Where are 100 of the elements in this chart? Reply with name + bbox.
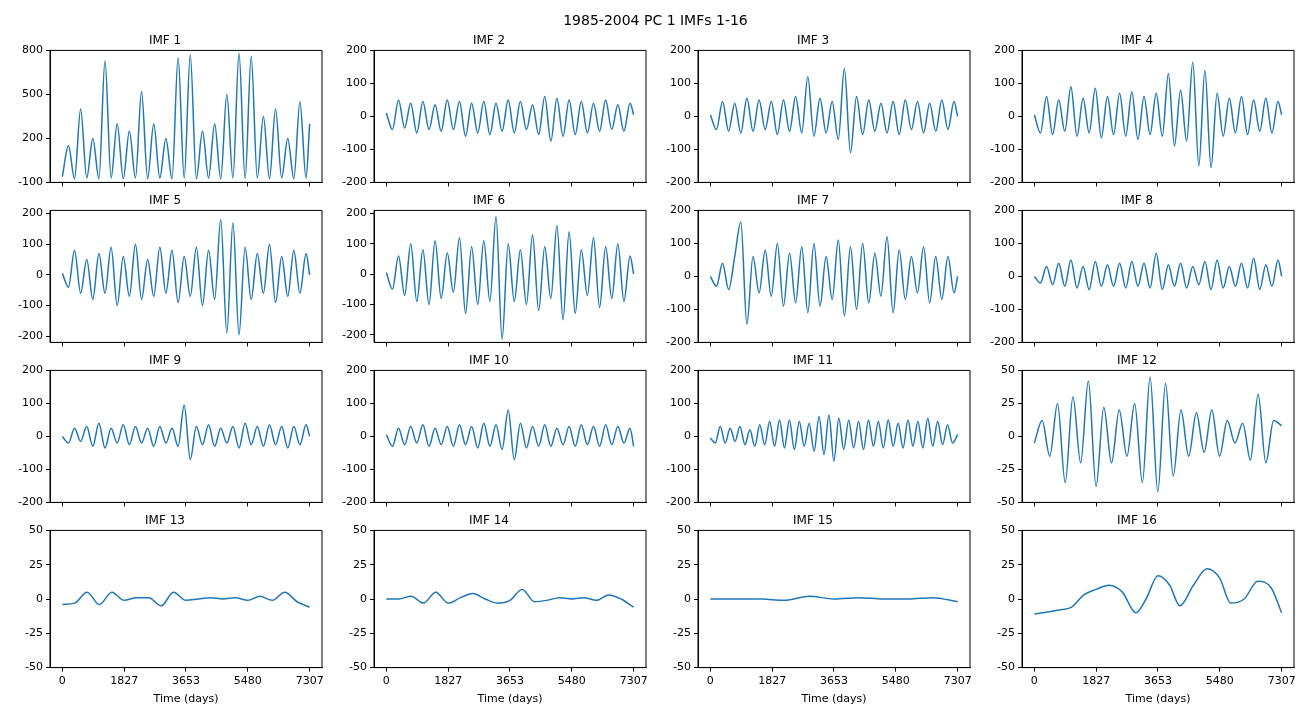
y-tick-label: 200 xyxy=(670,43,691,57)
chart-title: IMF 15 xyxy=(793,513,833,528)
x-tick-label: 1827 xyxy=(110,674,139,688)
y-tick-label: 200 xyxy=(22,363,43,377)
x-tick-label: 3653 xyxy=(495,674,524,688)
x-axis-title: Time (days) xyxy=(152,692,219,706)
y-tick-label: 25 xyxy=(1001,557,1015,571)
chart-title: IMF 9 xyxy=(148,353,182,368)
y-tick-label: -100 xyxy=(666,302,691,316)
y-tick-label: 100 xyxy=(994,236,1015,250)
chart-title: IMF 4 xyxy=(1120,33,1154,48)
y-tick-label: 100 xyxy=(346,396,367,410)
y-tick-label: -50 xyxy=(673,660,691,674)
y-tick-label: -200 xyxy=(990,335,1015,349)
chart-title: IMF 2 xyxy=(472,33,506,48)
x-tick-label: 0 xyxy=(58,674,66,688)
y-tick-label: -50 xyxy=(25,660,43,674)
x-tick-label: 5480 xyxy=(1205,674,1234,688)
y-tick-label: 100 xyxy=(346,236,367,250)
chart-title: IMF 5 xyxy=(148,193,182,208)
line-series xyxy=(1033,568,1283,615)
line-series xyxy=(1033,61,1283,169)
y-tick-label: -50 xyxy=(997,660,1015,674)
line-series xyxy=(709,414,959,462)
x-tick-label: 3653 xyxy=(171,674,200,688)
y-tick-label: 800 xyxy=(22,43,43,57)
y-tick-label: -50 xyxy=(997,495,1015,509)
line-series xyxy=(385,588,635,608)
y-tick-label: 0 xyxy=(684,591,691,605)
y-tick-label: -100 xyxy=(18,175,43,189)
y-tick-label: 100 xyxy=(22,237,43,251)
y-tick-label: -200 xyxy=(666,335,691,349)
y-tick-label: 100 xyxy=(22,396,43,410)
y-tick-label: 100 xyxy=(346,76,367,90)
y-tick-label: -200 xyxy=(18,495,43,509)
y-tick-label: 200 xyxy=(22,131,43,145)
y-tick-label: -25 xyxy=(25,626,43,640)
line-series xyxy=(61,218,311,336)
x-tick-label: 7307 xyxy=(295,674,324,688)
y-tick-label: 200 xyxy=(994,203,1015,217)
x-tick-label: 5480 xyxy=(881,674,910,688)
line-series xyxy=(61,404,311,461)
y-tick-label: -200 xyxy=(342,175,367,189)
y-tick-label: -200 xyxy=(666,495,691,509)
x-tick-label: 1827 xyxy=(434,674,463,688)
y-tick-label: -200 xyxy=(990,175,1015,189)
x-tick-label: 7307 xyxy=(1267,674,1296,688)
y-tick-label: 50 xyxy=(1001,523,1015,537)
y-tick-label: -100 xyxy=(990,142,1015,156)
y-tick-label: -200 xyxy=(342,327,367,341)
y-tick-label: 0 xyxy=(360,109,367,123)
line-series xyxy=(385,215,635,341)
y-tick-label: -100 xyxy=(18,298,43,312)
text: 1985-2004 PC 1 IMFs 1-16 xyxy=(562,11,749,30)
y-tick-label: 50 xyxy=(29,523,43,537)
y-tick-label: 200 xyxy=(346,43,367,57)
y-tick-label: 0 xyxy=(684,269,691,283)
x-tick-label: 1827 xyxy=(1082,674,1111,688)
y-tick-label: 0 xyxy=(360,591,367,605)
y-tick-label: 0 xyxy=(360,429,367,443)
x-axis-title: Time (days) xyxy=(1124,692,1191,706)
y-tick-label: 0 xyxy=(684,429,691,443)
chart-title: IMF 13 xyxy=(145,513,185,528)
chart-title: IMF 11 xyxy=(793,353,833,368)
line-series xyxy=(385,95,635,142)
y-tick-label: -25 xyxy=(349,626,367,640)
x-tick-label: 0 xyxy=(706,674,714,688)
y-tick-label: 0 xyxy=(684,109,691,123)
y-tick-label: 50 xyxy=(677,523,691,537)
x-tick-label: 0 xyxy=(382,674,390,688)
y-tick-label: 0 xyxy=(1008,109,1015,123)
y-tick-label: -100 xyxy=(342,297,367,311)
y-tick-label: 0 xyxy=(36,267,43,281)
x-tick-label: 3653 xyxy=(819,674,848,688)
chart-title: IMF 12 xyxy=(1117,353,1157,368)
y-tick-label: -100 xyxy=(18,462,43,476)
chart-title: IMF 8 xyxy=(1120,193,1154,208)
y-tick-label: 500 xyxy=(22,87,43,101)
x-axis-title: Time (days) xyxy=(800,692,867,706)
y-tick-label: 25 xyxy=(353,557,367,571)
y-tick-label: 100 xyxy=(670,396,691,410)
line-series xyxy=(709,221,959,325)
y-tick-label: -100 xyxy=(666,142,691,156)
x-tick-label: 7307 xyxy=(619,674,648,688)
x-tick-label: 7307 xyxy=(943,674,972,688)
x-tick-label: 3653 xyxy=(1143,674,1172,688)
line-series xyxy=(385,409,635,461)
y-tick-label: -100 xyxy=(342,142,367,156)
y-tick-label: 200 xyxy=(994,43,1015,57)
line-series xyxy=(61,591,311,608)
y-tick-label: 200 xyxy=(346,363,367,377)
y-tick-label: 200 xyxy=(346,206,367,220)
y-tick-label: -50 xyxy=(349,660,367,674)
chart-title: IMF 14 xyxy=(469,513,509,528)
chart-title: IMF 6 xyxy=(472,193,506,208)
y-tick-label: 25 xyxy=(677,557,691,571)
chart-title: IMF 10 xyxy=(469,353,509,368)
y-tick-label: -25 xyxy=(997,462,1015,476)
y-tick-label: -200 xyxy=(342,495,367,509)
y-tick-label: 0 xyxy=(360,266,367,280)
